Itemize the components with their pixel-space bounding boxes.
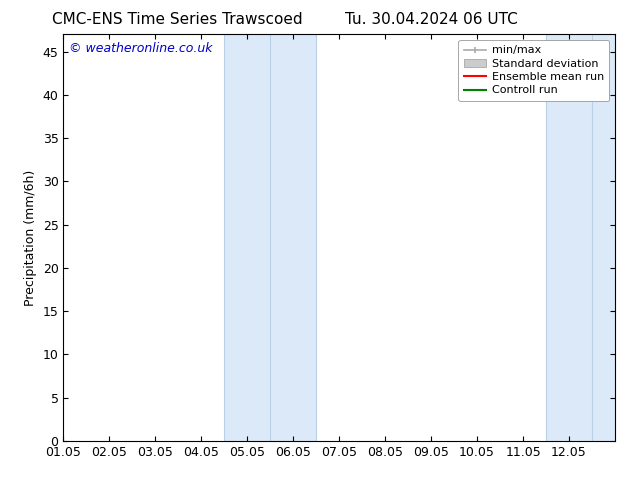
Text: Tu. 30.04.2024 06 UTC: Tu. 30.04.2024 06 UTC xyxy=(345,12,517,27)
Legend: min/max, Standard deviation, Ensemble mean run, Controll run: min/max, Standard deviation, Ensemble me… xyxy=(458,40,609,101)
Y-axis label: Precipitation (mm/6h): Precipitation (mm/6h) xyxy=(24,170,37,306)
Bar xyxy=(224,34,316,441)
Text: CMC-ENS Time Series Trawscoed: CMC-ENS Time Series Trawscoed xyxy=(52,12,303,27)
Text: © weatheronline.co.uk: © weatheronline.co.uk xyxy=(69,43,212,55)
Bar xyxy=(546,34,615,441)
